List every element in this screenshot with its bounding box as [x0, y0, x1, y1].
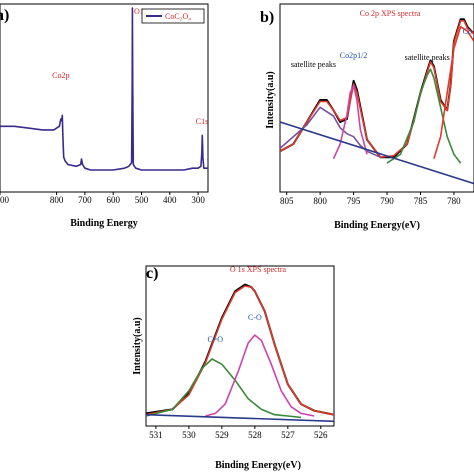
series-line: [145, 413, 335, 423]
panel-a-annotations: Co2p O1s C1s: [52, 7, 208, 126]
panel-b-ylabel: Intensity(a.u): [265, 71, 276, 129]
panel-a: 1000 800 700 600 500 400 300 Co2p O1s C1s CoC₂O₄…: [0, 3, 209, 229]
x-tick-label: 528: [248, 430, 262, 440]
series-line: [279, 19, 474, 158]
annotation-label: O1s: [134, 7, 147, 16]
panel-a-legend-label: CoC₂O₄: [165, 12, 191, 21]
panel-c-ticks: 531 530 529 528 527 526: [149, 426, 328, 440]
panel-a-legend: [141, 8, 205, 24]
x-tick-label: 500: [135, 195, 149, 205]
panel-c-xlabel: Binding Energy(eV): [215, 460, 301, 471]
x-tick-label: 300: [191, 195, 205, 205]
series-line: [0, 7, 208, 171]
panel-c-frame: [145, 265, 335, 427]
series-line: [279, 121, 474, 185]
x-tick-label: 1000: [0, 195, 10, 205]
panel-a-ticks: 1000 800 700 600 500 400 300: [0, 192, 205, 205]
panel-a-frame: [0, 3, 209, 193]
panel-b-series: [279, 18, 474, 185]
x-tick-label: 531: [149, 430, 163, 440]
x-tick-label: 790: [380, 196, 394, 206]
x-tick-label: 600: [106, 195, 120, 205]
series-line: [145, 285, 335, 416]
series-line: [205, 334, 315, 417]
annotation-label: Co2p1/2: [340, 51, 368, 60]
annotation-label: C=O: [207, 335, 223, 344]
panel-b: 805 800 795 790 785 780 satellite peaks Co2p1/…: [260, 3, 474, 231]
x-tick-label: 527: [281, 430, 295, 440]
x-tick-label: 530: [182, 430, 196, 440]
panel-b-title: Co 2p XPS spectra: [360, 9, 421, 18]
x-tick-label: 805: [280, 196, 294, 206]
series-line: [386, 68, 462, 164]
panel-c-title: O 1s XPS spectra: [230, 265, 287, 274]
panel-a-label: a): [0, 7, 9, 24]
x-tick-label: 526: [314, 430, 328, 440]
annotation-label: satellite peaks: [405, 53, 450, 62]
panel-c: 531 530 529 528 527 526 C-O C=O c) O 1s XPS sp…: [132, 265, 335, 471]
series-line: [279, 18, 474, 159]
panel-a-series: [0, 7, 208, 171]
x-tick-label: 529: [215, 430, 229, 440]
x-tick-label: 785: [414, 196, 428, 206]
series-line: [145, 283, 335, 416]
series-line: [145, 358, 302, 419]
panel-c-label: c): [146, 265, 158, 282]
series-line: [433, 25, 474, 159]
panel-c-ylabel: Intensity(a.u): [132, 317, 143, 375]
panel-c-series: [145, 283, 335, 423]
panel-b-frame: [279, 3, 474, 193]
annotation-label: C1s: [196, 117, 208, 126]
panel-b-annotations: satellite peaks Co2p1/2 satellite peaks Co: [291, 27, 472, 69]
annotation-label: Co: [463, 27, 472, 36]
annotation-label: satellite peaks: [291, 60, 336, 69]
panel-b-ticks: 805 800 795 790 785 780: [280, 192, 461, 206]
panel-b-xlabel: Binding Energy(eV): [334, 220, 420, 231]
series-line: [332, 84, 368, 160]
x-tick-label: 700: [78, 195, 92, 205]
annotation-label: Co2p: [52, 71, 69, 80]
annotation-label: C-O: [248, 313, 262, 322]
panel-c-annotations: C-O C=O: [207, 313, 262, 344]
x-tick-label: 800: [50, 195, 64, 205]
panel-b-label: b): [260, 9, 274, 26]
x-tick-label: 795: [347, 196, 361, 206]
panel-a-xlabel: Binding Energy: [70, 218, 138, 229]
x-tick-label: 800: [313, 196, 327, 206]
x-tick-label: 780: [447, 196, 461, 206]
x-tick-label: 400: [163, 195, 177, 205]
